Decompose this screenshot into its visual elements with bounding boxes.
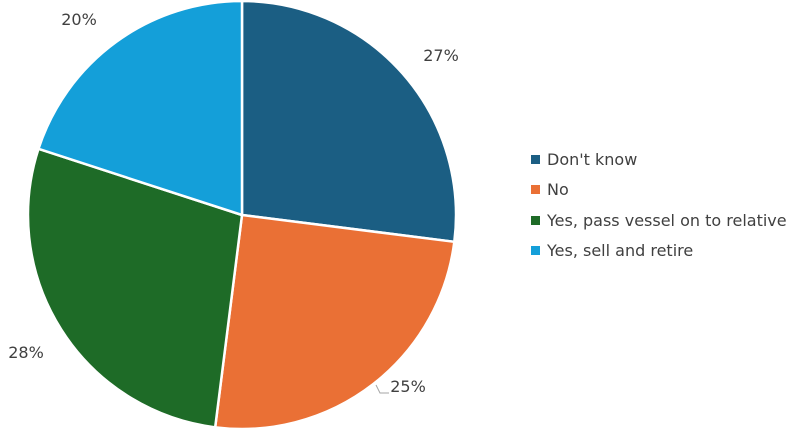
legend-label-dont-know: Don't know — [547, 149, 638, 169]
legend-item-yes-pass-vessel: Yes, pass vessel on to relative — [531, 205, 787, 236]
legend-swatch-yes-pass-vessel — [531, 215, 540, 225]
leader-lines — [375, 384, 389, 394]
pie-slices — [26, 0, 458, 428]
legend-item-yes-sell-retire: Yes, sell and retire — [531, 236, 787, 267]
data-labels: 27% 25% 28% 20% — [8, 10, 459, 396]
legend-swatch-no — [531, 185, 540, 195]
pie-slice-no — [213, 213, 456, 428]
pie-slice-dont-know — [240, 0, 458, 244]
legend-swatch-yes-sell-retire — [531, 246, 540, 256]
data-label-dont-know: 27% — [423, 46, 459, 65]
legend: Don't know No Yes, pass vessel on to rel… — [531, 144, 787, 266]
pie-slice-yes-pass-vessel — [26, 147, 244, 428]
leader-line-no — [375, 384, 389, 394]
data-label-yes-sell-retire: 20% — [61, 10, 97, 29]
pie-slice-yes-sell-retire — [37, 0, 244, 217]
data-label-yes-pass-vessel: 28% — [8, 343, 44, 362]
legend-label-yes-pass-vessel: Yes, pass vessel on to relative — [547, 210, 787, 230]
legend-label-yes-sell-retire: Yes, sell and retire — [547, 241, 694, 261]
legend-swatch-dont-know — [531, 154, 540, 164]
legend-label-no: No — [547, 180, 569, 200]
legend-item-dont-know: Don't know — [531, 144, 787, 175]
legend-item-no: No — [531, 175, 787, 206]
data-label-no: 25% — [390, 377, 426, 396]
